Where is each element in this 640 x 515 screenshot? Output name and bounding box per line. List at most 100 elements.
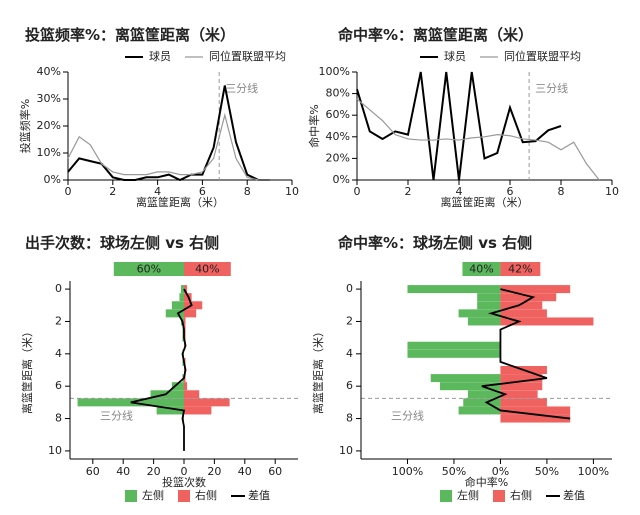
- legend-label: 差值: [248, 488, 270, 502]
- x-axis-label: 命中率%: [465, 475, 508, 489]
- share-bar: [184, 262, 231, 276]
- x-axis-label: 投篮次数: [162, 475, 206, 489]
- y-tick-label: 6: [55, 379, 62, 392]
- series-line: [67, 112, 270, 181]
- share-label: 40%: [195, 263, 219, 276]
- difference-line: [130, 288, 193, 451]
- x-tick-label: 40: [116, 465, 130, 478]
- legend-label: 球员: [149, 49, 171, 63]
- y-tick-label: 0%: [333, 173, 350, 186]
- legend-label: 左侧: [142, 489, 164, 502]
- legend-label: 同位置联盟平均: [504, 49, 581, 63]
- x-tick-label: 2: [405, 185, 412, 198]
- y-tick-label: 0: [346, 282, 353, 295]
- legend-label: 右侧: [510, 488, 532, 502]
- x-tick-label: 8: [244, 185, 251, 198]
- share-label: 42%: [508, 263, 532, 276]
- legend-swatch: [178, 490, 190, 502]
- bar: [477, 301, 501, 310]
- bar: [500, 374, 543, 383]
- x-tick-label: 0: [354, 185, 361, 198]
- y-tick-label: 60%: [326, 108, 350, 121]
- bar: [156, 406, 184, 415]
- x-tick-label: 20: [147, 465, 161, 478]
- bar: [184, 317, 186, 326]
- bar: [165, 309, 184, 318]
- bar: [184, 309, 197, 318]
- bar: [407, 285, 501, 294]
- y-tick-label: 0%: [44, 173, 61, 186]
- x-tick-label: 6: [199, 185, 206, 198]
- bar: [477, 293, 501, 302]
- y-tick-label: 8: [346, 412, 353, 425]
- y-axis-label: 离篮筐距离（米）: [311, 326, 325, 414]
- y-tick-label: 40%: [37, 65, 61, 78]
- bar: [407, 341, 501, 350]
- x-tick-label: 10: [285, 185, 299, 198]
- bar: [500, 406, 571, 415]
- bar: [430, 374, 501, 383]
- y-tick-label: 4: [55, 347, 62, 360]
- y-tick-label: 20%: [326, 151, 350, 164]
- reference-label: 三分线: [391, 408, 424, 422]
- x-tick-label: 20: [207, 465, 221, 478]
- bar: [458, 406, 501, 415]
- y-tick-label: 100%: [319, 65, 350, 78]
- share-label: 60%: [137, 263, 161, 276]
- chart-title: 投篮频率%：离篮筐距离（米）: [25, 26, 235, 44]
- x-tick-label: 4: [154, 185, 161, 198]
- bar: [184, 301, 203, 310]
- y-axis-label: 投篮频率%: [18, 99, 32, 153]
- reference-label: 三分线: [225, 81, 258, 95]
- y-tick-label: 0: [55, 282, 62, 295]
- bar: [184, 390, 200, 399]
- bar: [500, 301, 543, 310]
- legend-label: 左侧: [457, 489, 479, 502]
- legend-swatch: [493, 490, 505, 502]
- x-tick-label: 0: [65, 185, 72, 198]
- bar: [184, 406, 212, 415]
- bar: [407, 349, 501, 358]
- x-tick-label: 60: [86, 465, 100, 478]
- y-tick-label: 2: [346, 314, 353, 327]
- reference-label: 三分线: [100, 408, 133, 422]
- bar: [500, 414, 571, 423]
- share-bar: [113, 262, 184, 276]
- y-tick-label: 2: [55, 314, 62, 327]
- bar: [180, 285, 184, 294]
- bar: [500, 285, 571, 294]
- share-bar: [500, 262, 541, 276]
- x-tick-label: 50%: [535, 465, 559, 478]
- bar: [184, 285, 188, 294]
- chart-title: 命中率%：球场左侧 vs 右侧: [337, 234, 532, 252]
- legend-label: 差值: [563, 488, 585, 502]
- bar: [500, 293, 557, 302]
- x-tick-label: 4: [456, 185, 463, 198]
- x-tick-label: 50%: [442, 465, 466, 478]
- bar: [171, 382, 184, 391]
- bar: [500, 390, 538, 399]
- x-tick-label: 60: [268, 465, 282, 478]
- legend-swatch: [125, 490, 137, 502]
- series-line: [356, 98, 600, 181]
- y-tick-label: 20%: [37, 119, 61, 132]
- share-bar: [462, 262, 501, 276]
- reference-label: 三分线: [535, 81, 568, 95]
- x-tick-label: 40: [238, 465, 252, 478]
- x-tick-label: 6: [507, 185, 514, 198]
- y-tick-label: 10%: [37, 146, 61, 159]
- bar: [171, 301, 184, 310]
- bar: [179, 293, 184, 302]
- share-label: 40%: [469, 263, 493, 276]
- y-tick-label: 6: [346, 379, 353, 392]
- bar: [150, 390, 184, 399]
- legend-label: 同位置联盟平均: [209, 49, 286, 63]
- bar: [500, 309, 547, 318]
- x-tick-label: 0: [181, 465, 188, 478]
- x-axis-label: 离篮筐距离（米）: [441, 195, 529, 209]
- series-line: [356, 71, 562, 181]
- bar: [467, 317, 501, 326]
- bar: [463, 398, 501, 407]
- bar: [500, 398, 547, 407]
